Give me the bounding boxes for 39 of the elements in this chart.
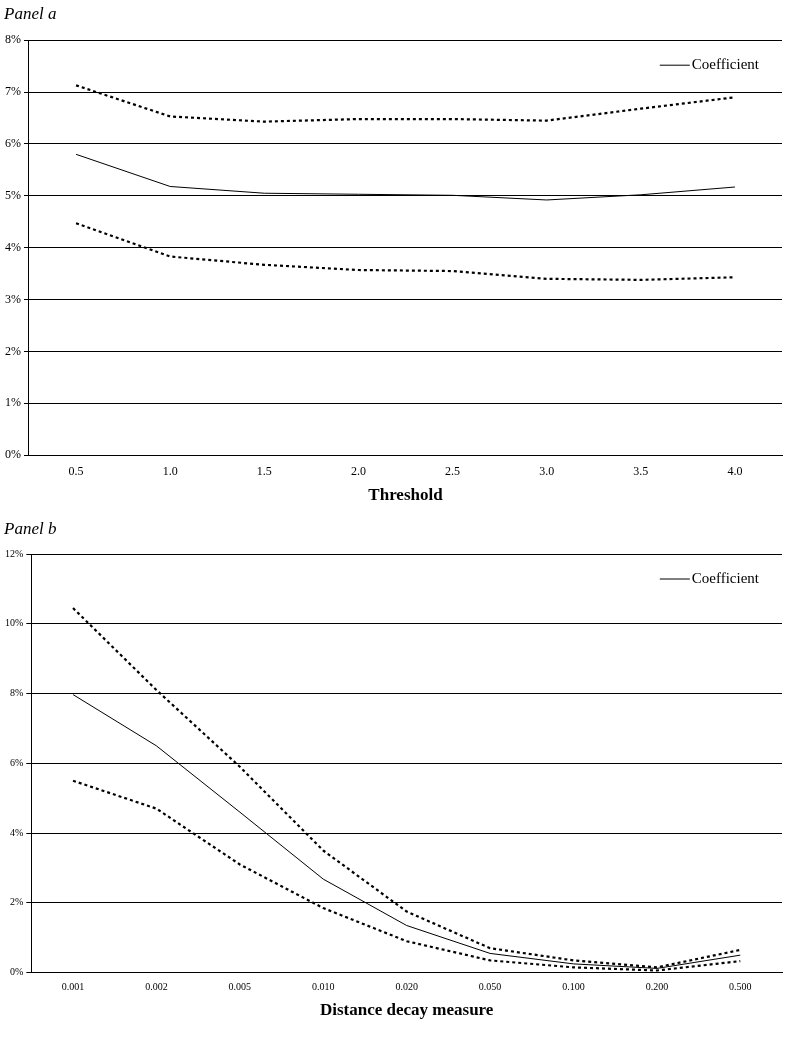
x-tick-label: 0.200 [645,981,669,993]
x-tick-label: 0.500 [729,981,752,993]
x-axis-title: Threshold [368,485,444,505]
y-tick-label: 12% [4,547,24,559]
x-tick-label: 0.050 [478,981,502,993]
x-tick-label: 1.5 [256,463,272,478]
x-tick-label: 0.5 [68,463,84,478]
x-tick-label: 2.0 [350,463,366,478]
y-tick-label: 5% [5,187,21,202]
y-tick-label: 10% [4,617,24,629]
x-tick-label: 3.5 [633,463,649,478]
y-tick-label: 4% [5,239,21,254]
x-axis-title: Distance decay measure [319,1000,494,1020]
x-tick-label: 0.020 [395,981,418,993]
legend-label: Coefficient [691,569,760,586]
x-tick-label: 0.001 [61,981,85,993]
x-tick-label: 0.010 [312,981,335,993]
chart-title: Panel b [4,519,57,539]
x-tick-label: 0.005 [228,981,252,993]
y-tick-label: 8% [5,32,21,47]
y-tick-label: 6% [9,756,24,768]
y-tick-label: 0% [5,447,21,462]
y-tick-label: 8% [9,687,24,699]
y-tick-label: 4% [9,826,24,838]
y-tick-label: 1% [5,395,21,410]
y-tick-label: 3% [5,291,21,306]
y-tick-label: 6% [5,136,21,151]
legend-label: Coefficient [691,56,760,73]
x-tick-label: 4.0 [727,463,743,478]
chart-title: Panel a [4,4,57,24]
x-tick-label: 0.100 [562,981,585,993]
y-tick-label: 7% [5,84,21,99]
y-tick-label: 2% [9,896,24,908]
y-tick-label: 2% [5,343,21,358]
x-tick-label: 1.0 [162,463,178,478]
x-tick-label: 0.002 [145,981,168,993]
y-tick-label: 0% [9,966,24,978]
x-tick-label: 2.5 [445,463,461,478]
x-tick-label: 3.0 [539,463,555,478]
